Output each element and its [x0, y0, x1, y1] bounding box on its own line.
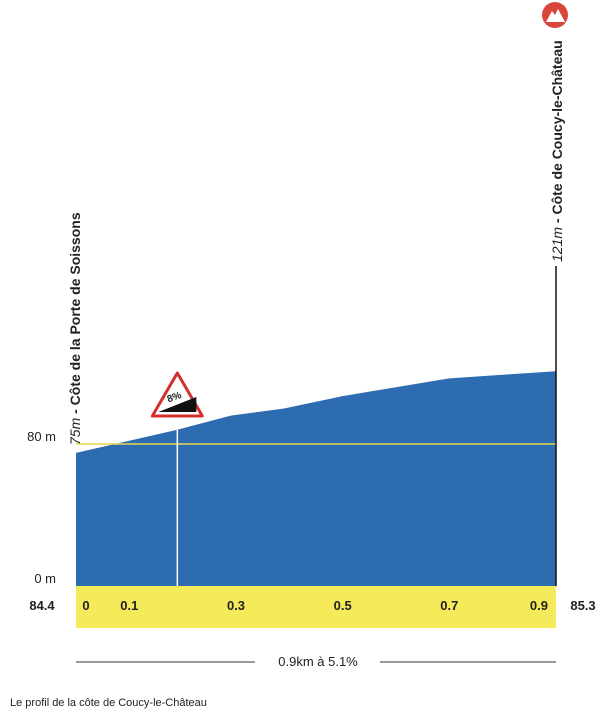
x-tick-label: 0.7: [440, 598, 458, 613]
y-tick-label: 0 m: [34, 571, 56, 586]
x-tick-label: 0: [82, 598, 89, 613]
x-tick-label: 0.9: [530, 598, 548, 613]
gradient-sign-slope: [158, 397, 197, 412]
altitude: 75m: [67, 417, 83, 445]
distance-band: [76, 586, 556, 628]
end_point-label: 121m - Côte de Coucy-le-Château: [549, 40, 565, 262]
end-km: 85.3: [570, 598, 595, 613]
climb-name: - Côte de la Porte de Soissons: [67, 212, 83, 418]
start_point-label: 75m - Côte de la Porte de Soissons: [67, 212, 83, 445]
elevation-area: [76, 371, 556, 586]
altitude: 121m: [549, 227, 565, 262]
gradient-label: 8%: [166, 390, 183, 405]
x-tick-label: 0.3: [227, 598, 245, 613]
x-tick-label: 0.5: [334, 598, 352, 613]
start-km: 84.4: [29, 598, 55, 613]
climb-name: - Côte de Coucy-le-Château: [549, 40, 565, 227]
y-tick-label: 80 m: [27, 429, 56, 444]
caption: Le profil de la côte de Coucy-le-Château: [10, 697, 207, 709]
x-tick-label: 0.1: [120, 598, 138, 613]
summary: 0.9km à 5.1%: [278, 654, 358, 669]
summit-icon: [542, 2, 568, 28]
